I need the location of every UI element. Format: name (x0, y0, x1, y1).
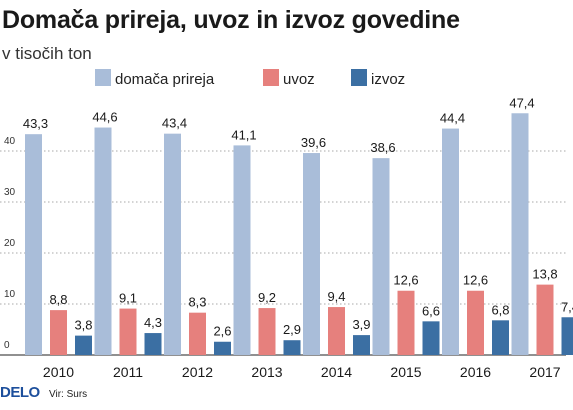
x-tick-label: 2017 (529, 364, 560, 380)
x-tick-label: 2012 (182, 364, 213, 380)
bar (353, 335, 370, 355)
y-tick-label: 40 (4, 136, 16, 147)
data-label: 13,8 (532, 267, 557, 282)
data-label: 7,4 (561, 299, 573, 314)
bar (214, 341, 231, 355)
bar (144, 333, 162, 355)
bar (303, 153, 320, 355)
y-tick-label: 0 (4, 340, 10, 351)
bar (467, 290, 484, 355)
chart-title: Domača prireja, uvoz in izvoz govedine (2, 6, 460, 34)
bar (25, 134, 42, 355)
bar (233, 145, 251, 355)
x-tick-label: 2011 (113, 364, 143, 380)
bar (75, 335, 92, 355)
data-label: 9,1 (119, 291, 137, 306)
data-label: 43,3 (23, 116, 48, 131)
data-label: 3,8 (74, 318, 92, 333)
bar (397, 290, 415, 355)
x-tick-label: 2010 (43, 364, 74, 380)
bar (422, 321, 440, 355)
bar (258, 308, 276, 355)
y-tick-label: 10 (4, 289, 16, 300)
data-label: 2,6 (213, 324, 231, 339)
data-label: 2,9 (283, 322, 301, 337)
bar (50, 310, 67, 355)
data-label: 8,8 (49, 292, 67, 307)
data-label: 41,1 (231, 127, 256, 142)
data-label: 3,9 (352, 317, 370, 332)
y-tick-label: 20 (4, 238, 16, 249)
bar (119, 308, 137, 355)
bar (164, 133, 181, 355)
y-tick-label: 30 (4, 187, 16, 198)
x-axis: 2010 2011 2012 2013 2014 2015 2016 2017 (43, 364, 561, 380)
chart-subtitle: v tisočih ton (2, 44, 92, 63)
bar (511, 113, 529, 355)
x-tick-label: 2016 (460, 364, 491, 380)
y-axis: 0 10 20 30 40 (4, 136, 16, 351)
data-label: 44,6 (92, 110, 117, 125)
legend-swatch (95, 69, 111, 86)
data-label: 47,4 (509, 95, 534, 110)
legend-label: izvoz (371, 71, 405, 88)
x-tick-label: 2015 (390, 364, 421, 380)
bar (94, 127, 112, 355)
data-label: 39,6 (301, 135, 326, 150)
data-label: 38,6 (370, 140, 395, 155)
legend-label: domača prireja (115, 71, 215, 88)
x-tick-label: 2014 (321, 364, 352, 380)
bars: 43,3 8,8 3,8 44,6 9,1 4,3 43,4 8,3 2,6 41,1 9,2 2,9… (23, 95, 573, 355)
bar (372, 158, 390, 355)
bar (328, 307, 345, 355)
x-tick-label: 2013 (251, 364, 282, 380)
bar (561, 317, 573, 355)
bar (492, 320, 509, 355)
data-label: 12,6 (463, 273, 488, 288)
data-label: 44,4 (440, 111, 465, 126)
bar (189, 312, 206, 355)
data-label: 9,2 (258, 290, 276, 305)
legend-swatch (263, 69, 279, 86)
data-label: 9,4 (327, 289, 345, 304)
legend-label: uvoz (283, 71, 315, 88)
data-label: 12,6 (393, 273, 418, 288)
data-label: 8,3 (188, 295, 206, 310)
bar (283, 340, 301, 355)
legend: domača prireja uvoz izvoz (95, 69, 405, 88)
data-label: 6,8 (491, 302, 509, 317)
delo-logo: DELO (0, 384, 40, 401)
legend-swatch (351, 69, 367, 86)
bar (442, 128, 459, 355)
bar (536, 284, 554, 355)
data-label: 6,6 (422, 303, 440, 318)
source-note: Vir: Surs (49, 389, 88, 400)
data-label: 4,3 (144, 315, 162, 330)
data-label: 43,4 (162, 116, 187, 131)
